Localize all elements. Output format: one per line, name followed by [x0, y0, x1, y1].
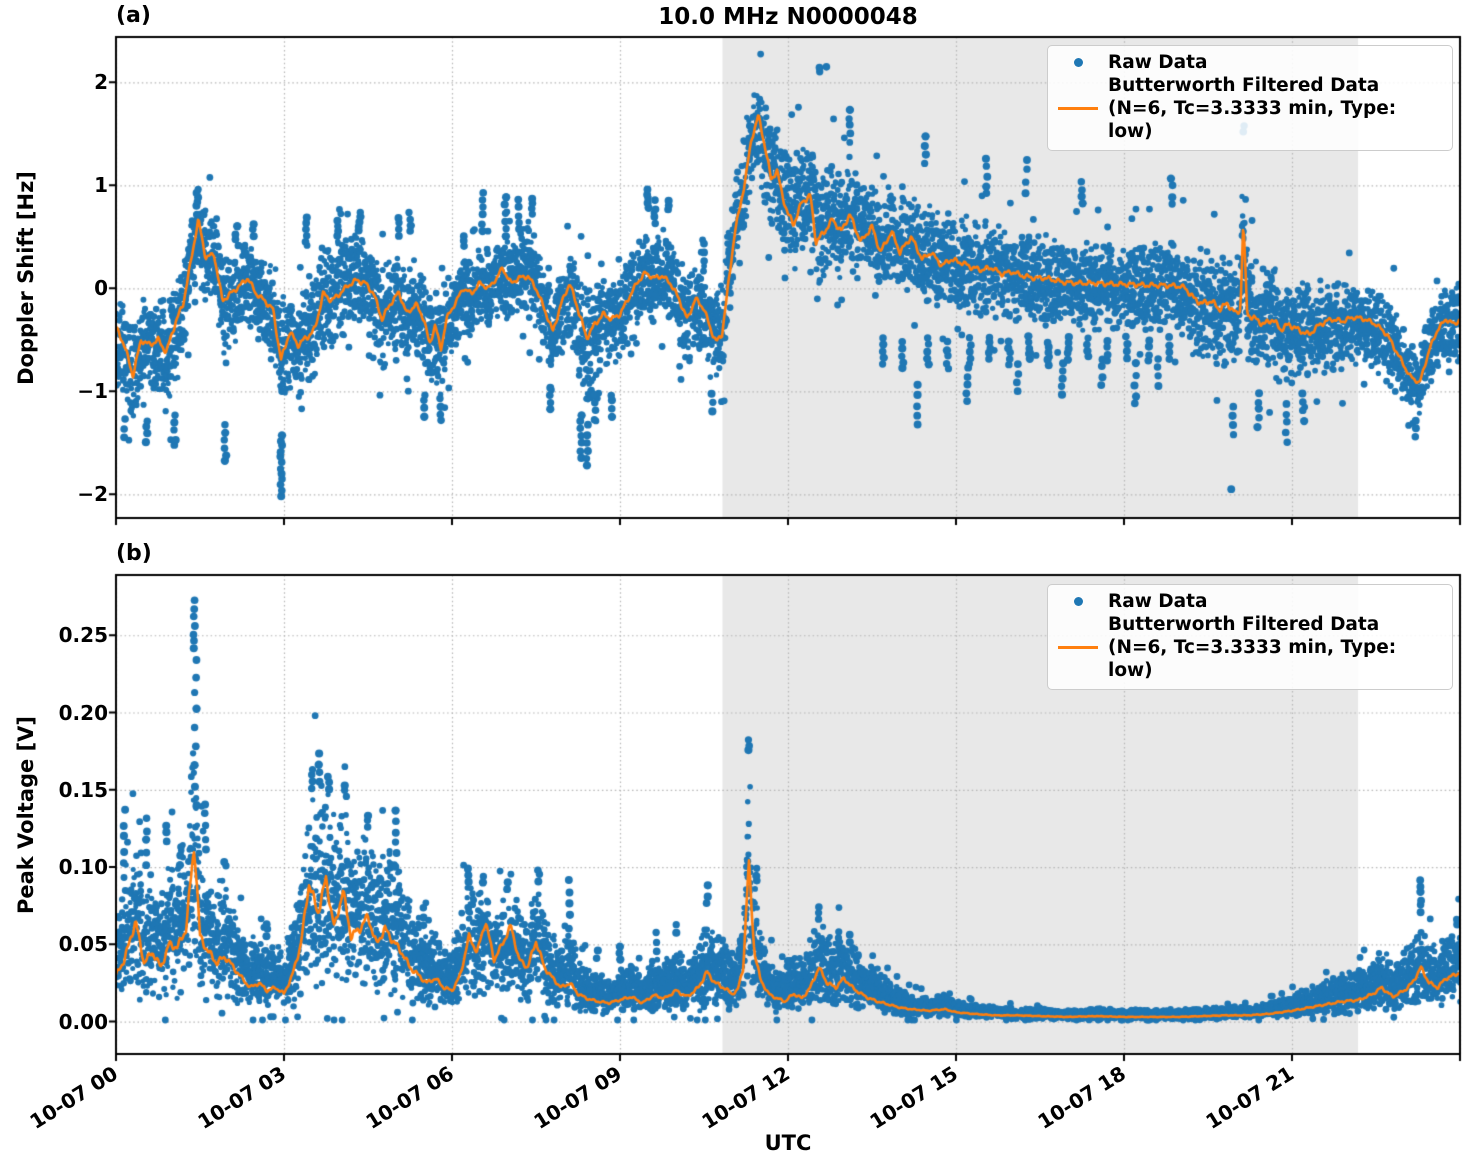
legend-filtered-label: Butterworth Filtered Data (N=6, Tc=3.333…	[1108, 614, 1397, 681]
y-tick-label: 0.10	[58, 855, 108, 880]
panel-a-label: (a)	[116, 3, 151, 28]
legend-entry-raw: Raw Data	[1048, 590, 1444, 613]
y-tick-label: −2	[77, 482, 108, 507]
legend-entry-raw: Raw Data	[1048, 51, 1444, 74]
y-tick-label: −1	[77, 379, 108, 404]
y-tick-label: 0.00	[58, 1009, 108, 1034]
legend-raw-label: Raw Data	[1108, 591, 1208, 612]
legend-panel-b: Raw Data Butterworth Filtered Data (N=6,…	[1047, 584, 1453, 690]
legend-entry-filtered: Butterworth Filtered Data (N=6, Tc=3.333…	[1048, 74, 1444, 143]
raw-data-dot-icon	[1048, 597, 1108, 606]
y-tick-label: 0.15	[58, 777, 108, 802]
y-tick-label: 0.20	[58, 700, 108, 725]
legend-filtered-label: Butterworth Filtered Data (N=6, Tc=3.333…	[1108, 75, 1397, 142]
panel-b-label: (b)	[116, 541, 152, 566]
y-axis-label-voltage: Peak Voltage [V]	[14, 715, 38, 915]
legend-panel-a: Raw Data Butterworth Filtered Data (N=6,…	[1047, 45, 1453, 151]
legend-raw-label: Raw Data	[1108, 52, 1208, 73]
x-axis-label: UTC	[764, 1131, 812, 1155]
raw-data-dot-icon	[1048, 58, 1108, 67]
legend-entry-filtered: Butterworth Filtered Data (N=6, Tc=3.333…	[1048, 613, 1444, 682]
y-tick-label: 0.25	[58, 623, 108, 648]
filtered-line-icon	[1048, 645, 1108, 650]
filtered-line-icon	[1048, 106, 1108, 111]
chart-title: 10.0 MHz N0000048	[658, 4, 918, 30]
y-tick-label: 0.05	[58, 932, 108, 957]
y-tick-label: 0	[94, 276, 108, 301]
y-tick-label: 2	[94, 70, 108, 95]
y-tick-label: 1	[94, 173, 108, 198]
